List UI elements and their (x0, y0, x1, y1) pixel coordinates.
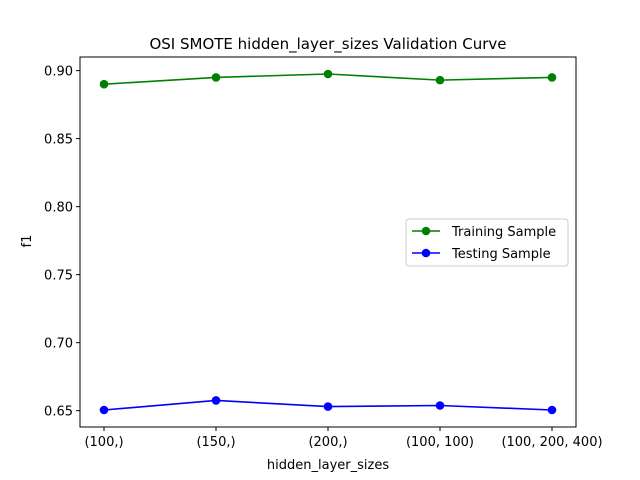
legend-marker (421, 226, 431, 236)
data-point (99, 79, 109, 89)
legend: Training Sample Testing Sample (405, 218, 569, 267)
x-tick-label: (150,) (196, 435, 235, 450)
data-point (547, 405, 557, 415)
y-tick-label: 0.75 (44, 269, 73, 284)
data-point (211, 73, 221, 82)
y-tick-label: 0.80 (44, 201, 73, 216)
data-point (211, 396, 221, 405)
y-tick-label: 0.70 (44, 337, 73, 352)
plot-area: (100,) (150,) (200,) (100, 100) (100, 200, 4… (44, 65, 603, 450)
legend-box (405, 218, 569, 267)
y-axis-label: f1 (20, 235, 35, 248)
plot-frame (79, 56, 577, 428)
data-point (435, 401, 445, 410)
y-tick-label: 0.85 (44, 133, 73, 148)
data-point (547, 73, 557, 82)
data-point (99, 405, 109, 415)
chart-title: OSI SMOTE hidden_layer_sizes Validation … (149, 35, 506, 54)
x-tick-label: (100,) (84, 435, 123, 450)
legend-label: Training Sample (451, 225, 556, 240)
y-tick-label: 0.90 (44, 65, 73, 80)
data-point (435, 75, 445, 85)
legend-label: Testing Sample (451, 247, 551, 262)
data-point (323, 69, 333, 79)
data-point (323, 402, 333, 411)
y-tick-label: 0.65 (44, 405, 73, 420)
legend-marker (421, 248, 431, 258)
x-tick-label: (100, 200, 400) (501, 435, 602, 450)
x-tick-label: (200,) (308, 435, 347, 450)
x-tick-label: (100, 100) (406, 435, 474, 450)
x-axis-label: hidden_layer_sizes (267, 458, 389, 473)
